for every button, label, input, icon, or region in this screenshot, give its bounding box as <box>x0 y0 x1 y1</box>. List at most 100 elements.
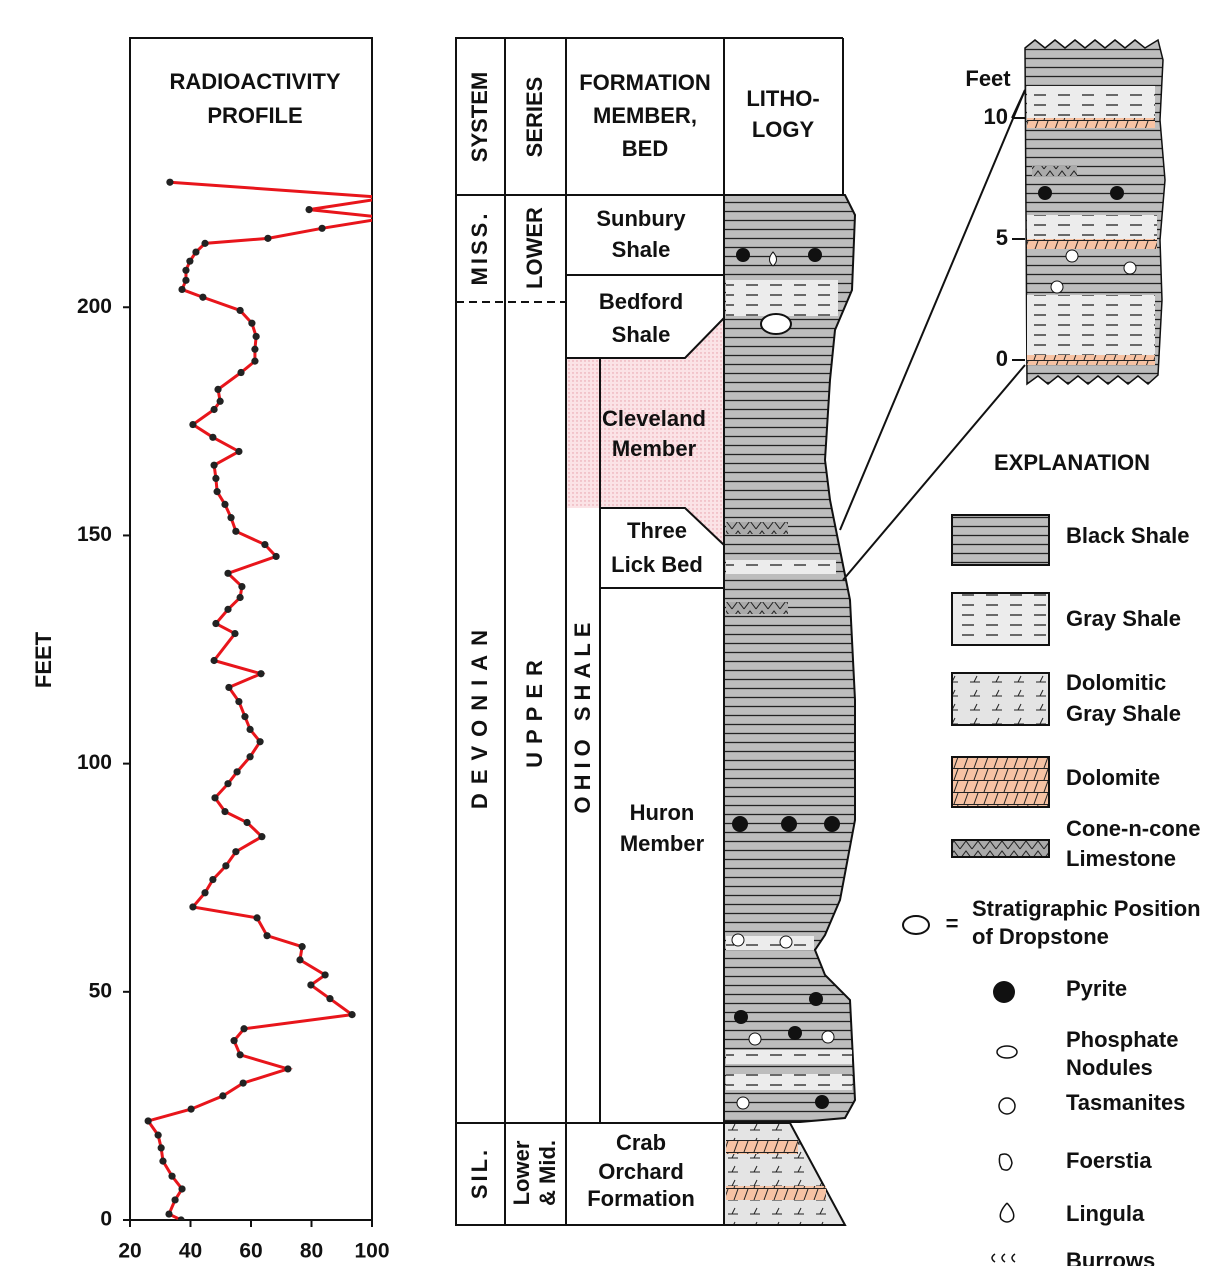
data-point <box>322 971 329 978</box>
legend-label: Limestone <box>1066 846 1176 871</box>
series-label: UPPER <box>522 652 547 768</box>
data-point <box>256 738 263 745</box>
unit-label: Member <box>620 831 705 856</box>
data-point <box>186 258 193 265</box>
y-tick-label: 50 <box>89 979 112 1002</box>
profile-line <box>148 182 387 1220</box>
data-point <box>384 214 391 221</box>
unit-label: Member <box>612 436 697 461</box>
data-point <box>246 753 253 760</box>
data-point <box>232 848 239 855</box>
data-point <box>230 1037 237 1044</box>
lithology <box>724 195 855 1225</box>
data-point <box>246 726 253 733</box>
data-point <box>257 670 264 677</box>
x-tick-label: 80 <box>300 1240 323 1263</box>
data-point <box>214 386 221 393</box>
data-point <box>221 808 228 815</box>
data-point <box>348 1011 355 1018</box>
data-point <box>248 320 255 327</box>
data-point <box>168 1173 175 1180</box>
header: BED <box>622 136 668 161</box>
series-label: & Mid. <box>535 1140 560 1206</box>
chart-title: PROFILE <box>207 103 302 128</box>
x-tick-label: 60 <box>239 1240 262 1263</box>
data-point <box>240 1079 247 1086</box>
data-point <box>318 225 325 232</box>
y-tick-label: 150 <box>77 523 112 546</box>
data-point <box>227 514 234 521</box>
data-point <box>211 794 218 801</box>
legend-label: Burrows <box>1066 1248 1155 1266</box>
legend-label: Pyrite <box>1066 976 1127 1001</box>
legend-label: Tasmanites <box>1066 1090 1185 1115</box>
data-point <box>253 333 260 340</box>
data-point <box>217 398 224 405</box>
system-label: MISS. <box>467 211 492 286</box>
data-point <box>224 570 231 577</box>
series-label: LOWER <box>522 207 547 289</box>
inset-tick-label: 10 <box>984 104 1008 129</box>
unit-label: Bedford <box>599 289 683 314</box>
inset-scale-label: Feet <box>965 66 1011 91</box>
plot-frame <box>130 38 372 1220</box>
data-point <box>237 369 244 376</box>
inset-tick-label: 0 <box>996 346 1008 371</box>
legend-label: of Dropstone <box>972 924 1109 949</box>
data-point <box>237 594 244 601</box>
header: FORMATION <box>579 70 711 95</box>
legend-title: EXPLANATION <box>994 450 1150 475</box>
header: LITHO- <box>746 86 819 111</box>
data-point <box>165 1210 172 1217</box>
legend-label: Stratigraphic Position <box>972 896 1201 921</box>
y-tick-label: 200 <box>77 295 112 318</box>
data-point <box>189 903 196 910</box>
data-point <box>182 267 189 274</box>
data-point <box>307 981 314 988</box>
legend-label: Gray Shale <box>1066 701 1181 726</box>
system-label: SIL. <box>467 1147 492 1199</box>
data-point <box>305 206 312 213</box>
data-point <box>155 1132 162 1139</box>
data-point <box>159 1158 166 1165</box>
x-tick-label: 40 <box>179 1240 202 1263</box>
data-point <box>261 541 268 548</box>
data-point <box>221 501 228 508</box>
plot-area <box>145 179 391 1224</box>
data-point <box>178 1185 185 1192</box>
data-point <box>225 684 232 691</box>
data-point <box>210 406 217 413</box>
data-point <box>201 889 208 896</box>
data-point <box>273 553 280 560</box>
legend-swatches <box>903 515 1049 1262</box>
legend-label: Nodules <box>1066 1055 1153 1080</box>
legend-label: Black Shale <box>1066 523 1190 548</box>
legend-label: Dolomitic <box>1066 670 1166 695</box>
data-point <box>231 630 238 637</box>
data-point <box>237 1051 244 1058</box>
legend-label: Phosphate <box>1066 1027 1178 1052</box>
data-point <box>212 620 219 627</box>
data-point <box>182 277 189 284</box>
data-point <box>192 248 199 255</box>
data-point <box>222 862 229 869</box>
data-point <box>224 606 231 613</box>
data-point <box>299 943 306 950</box>
legend-label: Foerstia <box>1066 1148 1152 1173</box>
data-point <box>199 294 206 301</box>
data-point <box>209 434 216 441</box>
inset-axis <box>1012 90 1025 118</box>
data-point <box>251 358 258 365</box>
data-point <box>145 1117 152 1124</box>
header: MEMBER, <box>593 103 697 128</box>
legend-label: Gray Shale <box>1066 606 1181 631</box>
data-point <box>212 475 219 482</box>
data-point <box>264 235 271 242</box>
data-point <box>178 1216 185 1223</box>
legend-label: Lingula <box>1066 1201 1145 1226</box>
data-point <box>238 583 245 590</box>
inset-tick-label: 5 <box>996 225 1008 250</box>
data-point <box>253 914 260 921</box>
data-point <box>241 713 248 720</box>
data-point <box>214 488 221 495</box>
